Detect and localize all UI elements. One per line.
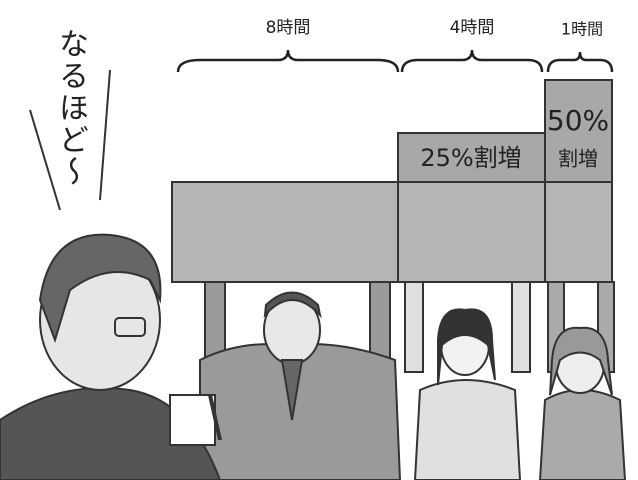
illustration: 8時間 4時間 1時間 25%割増 50% 割増 なるほど〜 xyxy=(0,0,638,480)
woman-left xyxy=(405,282,530,480)
woman-right xyxy=(540,282,625,480)
base-box xyxy=(398,182,545,282)
brace xyxy=(548,52,612,72)
premium-label: 割増 xyxy=(558,147,598,171)
duration-label: 4時間 xyxy=(450,18,495,38)
scene: 8時間 4時間 1時間 25%割増 50% 割増 xyxy=(0,0,638,480)
premium-label: 50% xyxy=(547,104,609,137)
base-box xyxy=(172,182,398,282)
premium-label: 25%割増 xyxy=(420,144,521,172)
duration-label: 1時間 xyxy=(561,20,603,39)
emphasis-line xyxy=(100,70,110,200)
brace xyxy=(402,50,542,72)
duration-label: 8時間 xyxy=(266,18,311,38)
brace xyxy=(178,50,398,72)
base-box xyxy=(545,182,612,282)
exclamation: なるほど〜 xyxy=(48,28,92,188)
man-suit xyxy=(200,282,400,480)
